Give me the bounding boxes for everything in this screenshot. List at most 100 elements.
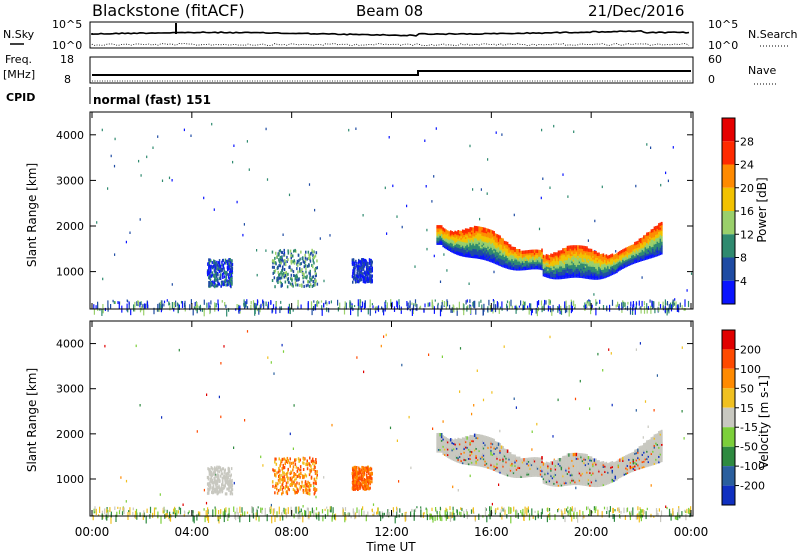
band-cell <box>550 255 552 259</box>
scatter-cell <box>212 274 215 278</box>
scatter-cell <box>210 259 212 263</box>
band-cell <box>571 245 573 249</box>
band-cell <box>641 239 644 243</box>
scatter-cell <box>305 276 308 280</box>
band-cell <box>464 248 467 252</box>
band-cell <box>577 248 579 253</box>
band-cell <box>442 243 444 248</box>
band-cell <box>553 268 555 272</box>
band-cell <box>575 250 578 254</box>
scatter-cell <box>209 487 211 490</box>
scatter-cell <box>275 301 277 308</box>
band-cell <box>445 238 447 242</box>
scatter-cell <box>215 490 217 494</box>
scatter-cell <box>540 196 542 200</box>
band-cell <box>469 228 471 233</box>
scatter-cell <box>273 265 275 269</box>
band-cell <box>469 243 471 247</box>
band-cell <box>505 252 507 256</box>
band-cell <box>623 253 626 258</box>
scatter-cell <box>361 273 364 277</box>
scatter-cell <box>454 515 456 521</box>
band-cell <box>500 256 503 260</box>
band-cell <box>550 260 552 265</box>
scatter-cell <box>169 305 171 311</box>
band-cell <box>457 244 459 248</box>
band-cell <box>457 241 459 245</box>
band-cell <box>481 236 483 240</box>
scatter-cell <box>209 480 211 484</box>
band-cell <box>590 265 593 269</box>
scatter-cell <box>214 283 217 287</box>
band-cell <box>638 242 641 246</box>
scatter-cell <box>227 472 230 476</box>
scatter-cell <box>352 488 355 491</box>
band-cell <box>559 263 561 267</box>
scatter-cell <box>162 510 164 514</box>
scatter-cell <box>635 348 637 351</box>
band-cell <box>443 438 446 442</box>
scatter-cell <box>218 470 221 474</box>
band-cell <box>454 236 456 240</box>
scatter-cell <box>270 503 272 507</box>
band-cell <box>515 261 518 266</box>
scatter-cell <box>355 468 357 472</box>
scatter-cell <box>473 300 475 308</box>
band-cell <box>442 238 444 242</box>
scatter-cell <box>243 303 245 306</box>
band-cell <box>479 230 482 234</box>
scatter-cell <box>363 262 365 266</box>
band-cell <box>479 246 482 251</box>
band-cell <box>478 235 480 239</box>
scatter-cell <box>356 261 358 265</box>
scatter-cell <box>363 510 365 516</box>
scatter-cell <box>362 214 364 217</box>
band-cell <box>532 260 534 264</box>
band-cell <box>605 270 608 275</box>
band-cell <box>584 266 587 270</box>
band-cell <box>488 245 491 249</box>
band-cell <box>583 262 585 266</box>
scatter-cell <box>457 489 459 492</box>
band-cell <box>491 230 494 234</box>
band-cell <box>572 247 575 251</box>
scatter-cell <box>431 507 433 512</box>
scatter-cell <box>469 306 472 314</box>
band-cell <box>443 232 446 236</box>
scatter-cell <box>228 489 230 492</box>
scatter-cell <box>213 489 216 493</box>
band-cell <box>595 256 597 260</box>
scatter-cell <box>230 473 232 477</box>
scatter-cell <box>666 301 669 306</box>
band-cell <box>460 249 462 253</box>
band-cell <box>446 230 449 234</box>
cpid-mode-text: normal (fast) 151 <box>93 93 211 107</box>
band-cell <box>469 245 471 249</box>
band-cell <box>556 257 558 262</box>
band-cell <box>661 234 663 239</box>
scatter-cell <box>370 277 373 281</box>
band-cell <box>449 248 452 252</box>
band-cell <box>610 256 612 260</box>
band-cell <box>584 258 587 263</box>
scatter-cell <box>280 271 282 275</box>
band-cell <box>482 232 485 237</box>
band-cell <box>481 234 483 238</box>
scatter-cell <box>308 473 311 477</box>
scatter-cell <box>292 468 294 472</box>
scatter-cell <box>224 484 226 488</box>
band-cell <box>655 251 657 255</box>
band-cell <box>443 230 446 234</box>
band-cell <box>488 242 491 246</box>
band-cell <box>499 259 501 263</box>
scatter-cell <box>406 301 408 307</box>
scatter-cell <box>211 271 214 275</box>
scatter-cell <box>217 283 219 287</box>
scatter-cell <box>683 437 685 440</box>
band-cell <box>556 256 558 260</box>
scatter-cell <box>491 391 493 394</box>
band-cell <box>583 245 585 250</box>
scatter-cell <box>684 299 686 307</box>
scatter-cell <box>217 515 219 520</box>
band-cell <box>596 252 599 256</box>
